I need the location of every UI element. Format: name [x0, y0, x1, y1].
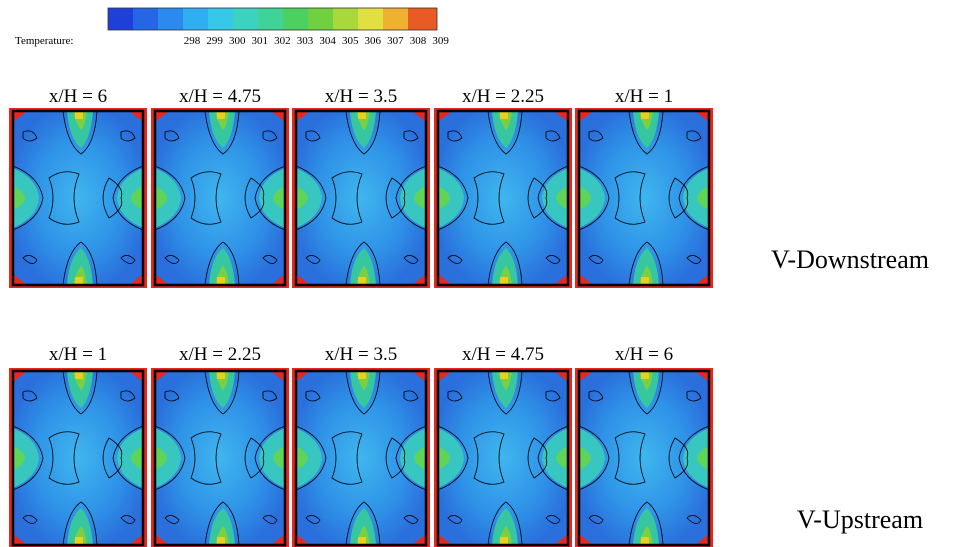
panel-label: x/H = 1 [615, 86, 673, 107]
colorbar-tick: 303 [297, 35, 314, 47]
row-label: V-Downstream [771, 245, 929, 274]
contour-panel [434, 108, 572, 288]
colorbar-label: Temperature: [15, 35, 73, 47]
panel-label: x/H = 4.75 [179, 86, 261, 107]
colorbar-tick: 302 [274, 35, 291, 47]
row-label: V-Upstream [797, 505, 923, 534]
contour-panel [292, 108, 430, 288]
colorbar-tick: 298 [184, 35, 201, 47]
contour-panel [151, 108, 289, 288]
colorbar-tick: 308 [410, 35, 427, 47]
colorbar-tick: 307 [387, 35, 404, 47]
panel-label: x/H = 4.75 [462, 344, 544, 365]
contour-panel [575, 108, 713, 288]
panel-label: x/H = 3.5 [325, 344, 397, 365]
colorbar-tick: 304 [319, 35, 336, 47]
panel-label: x/H = 1 [49, 344, 107, 365]
panel-label: x/H = 2.25 [179, 344, 261, 365]
colorbar [108, 8, 437, 30]
panel-label: x/H = 6 [49, 86, 107, 107]
figure: Temperature: 298 299 300 301 302 303 304 305 306… [0, 0, 955, 547]
contour-panel [151, 368, 289, 547]
panel-label: x/H = 2.25 [462, 86, 544, 107]
contour-panel [434, 368, 572, 547]
contour-panel [9, 108, 147, 288]
colorbar-tick: 305 [342, 35, 359, 47]
panel-label: x/H = 6 [615, 344, 673, 365]
colorbar-tick: 301 [252, 35, 269, 47]
colorbar-tick: 306 [365, 35, 382, 47]
colorbar-tick: 309 [432, 35, 449, 47]
colorbar-tick: 299 [206, 35, 223, 47]
contour-panel [292, 368, 430, 547]
colorbar-tick: 300 [229, 35, 246, 47]
contour-panel [575, 368, 713, 547]
panel-label: x/H = 3.5 [325, 86, 397, 107]
contour-panel [9, 368, 147, 547]
